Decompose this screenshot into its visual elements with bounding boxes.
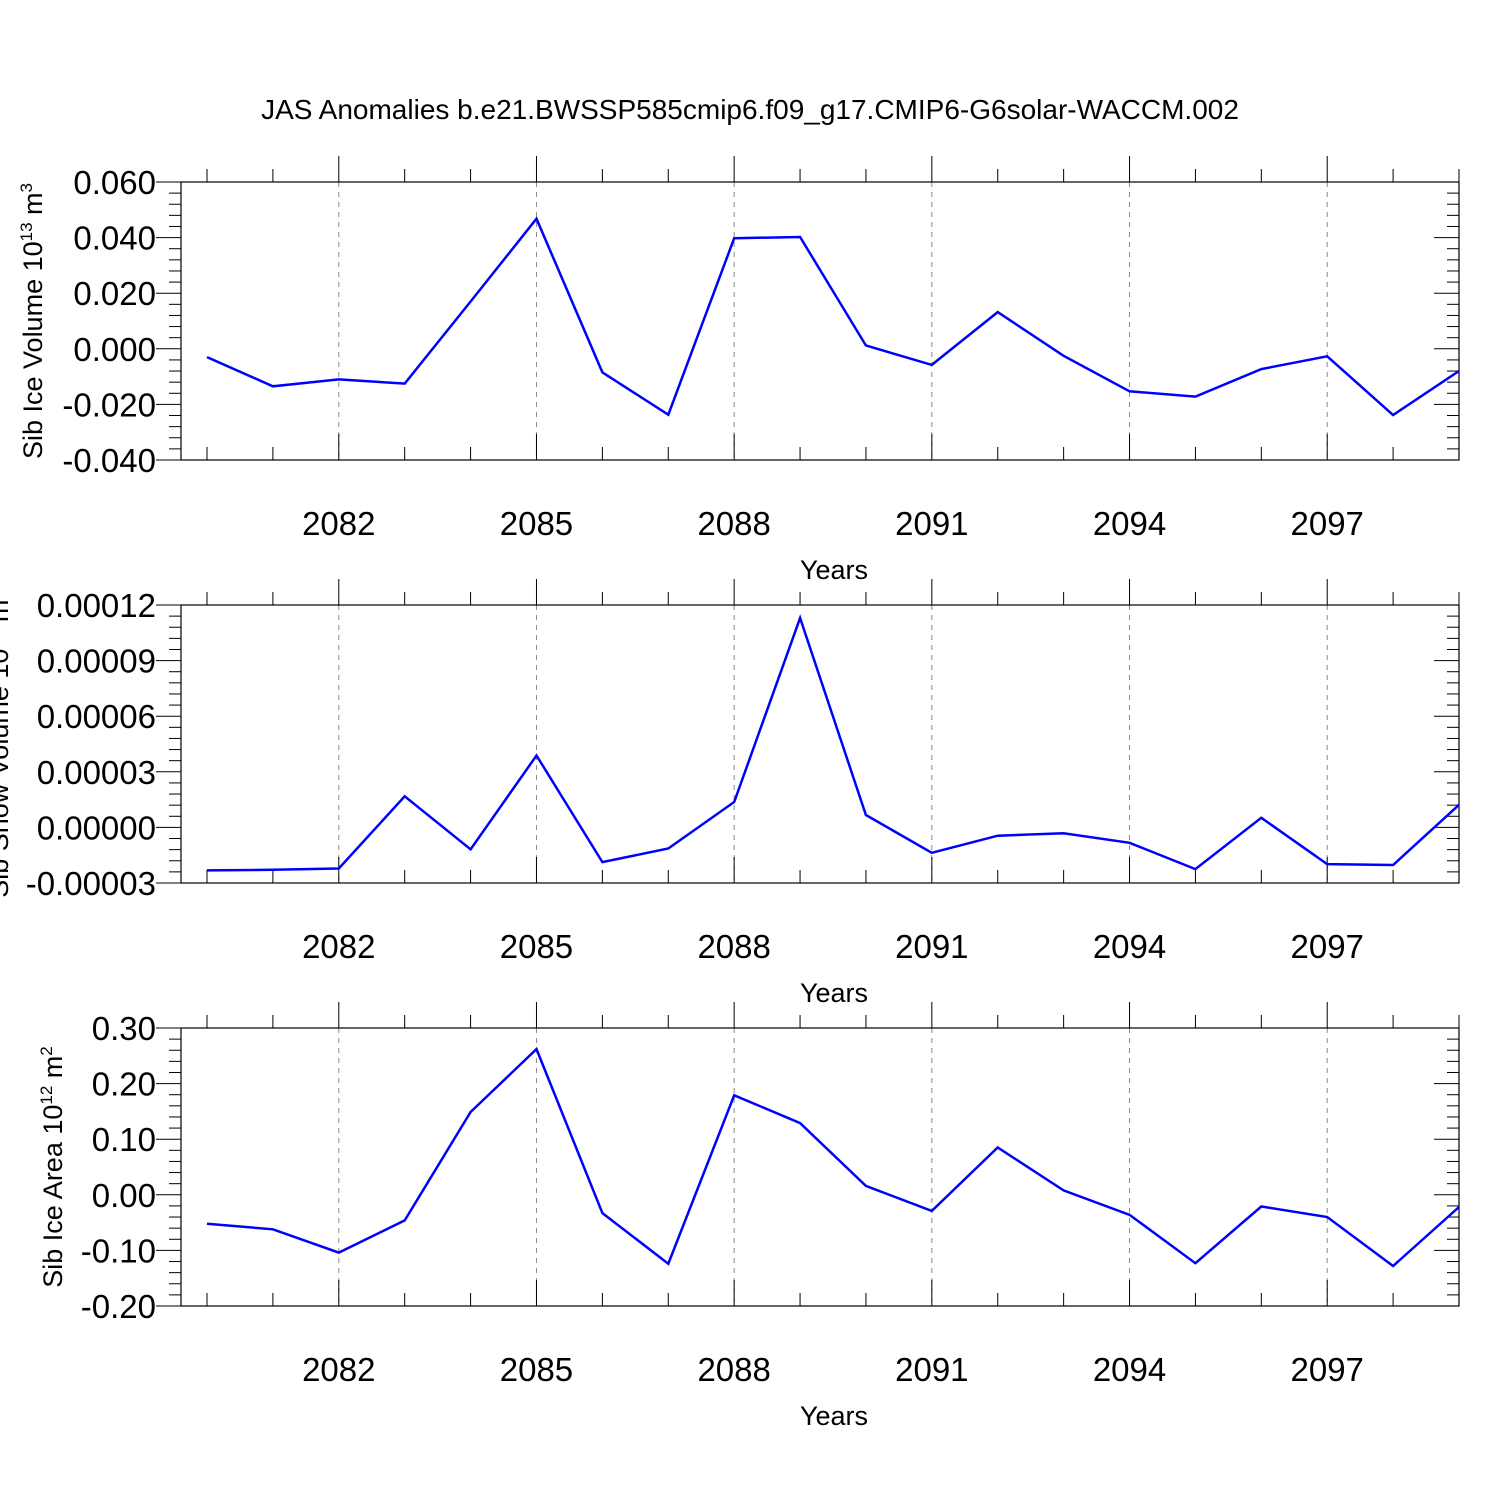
panel-1-x-tick-label: 2097 <box>1290 505 1363 542</box>
panel-1-y-tick-label: 0.020 <box>73 275 156 312</box>
panel-2-x-tick-label: 2082 <box>302 928 375 965</box>
panel-2-x-tick-label: 2085 <box>500 928 573 965</box>
panel-3-x-tick-label: 2085 <box>500 1351 573 1388</box>
chart-panels: -0.040 -0.020 0.000 0.020 0.040 0.060 2082 2085… <box>0 156 1460 1431</box>
panel-1-x-tick-label: 2082 <box>302 505 375 542</box>
panel-3-frame <box>180 1027 1460 1307</box>
panel-1: -0.040 -0.020 0.000 0.020 0.040 0.060 2082 2085… <box>17 156 1460 585</box>
panel-1-y-tick-label: 0.040 <box>73 220 156 257</box>
panel-1-y-tick-label: -0.020 <box>62 386 156 423</box>
panel-2-y-tick-label: 0.00006 <box>37 698 156 735</box>
panel-2-y-axis-title: Sib Snow Volume 1013 m3 <box>0 590 14 898</box>
panel-2-y-tick-label: 0.00000 <box>37 809 156 846</box>
panel-2-x-axis-title: Years <box>800 978 868 1008</box>
panel-1-y-tick-label: -0.040 <box>62 442 156 479</box>
panel-2-y-tick-label: -0.00003 <box>26 865 156 902</box>
panel-3-y-tick-label: 0.20 <box>92 1066 156 1103</box>
panel-1-x-tick-label: 2088 <box>697 505 770 542</box>
panel-3-x-axis-title: Years <box>800 1401 868 1431</box>
panel-1-x-tick-label: 2091 <box>895 505 968 542</box>
panel-1-frame <box>180 181 1460 461</box>
panel-3-x-tick-label: 2088 <box>697 1351 770 1388</box>
panel-1-y-axis-title: Sib Ice Volume 1013 m3 <box>17 183 48 459</box>
panel-3-x-tick-label: 2091 <box>895 1351 968 1388</box>
panel-2-x-tick-label: 2094 <box>1093 928 1166 965</box>
panel-3-y-tick-label: -0.20 <box>81 1288 156 1325</box>
panel-3-y-axis-title: Sib Ice Area 1012 m2 <box>37 1046 68 1288</box>
panel-2: -0.00003 0.00000 0.00003 0.00006 0.00009 0.00… <box>0 579 1460 1008</box>
panel-3-x-tick-label: 2082 <box>302 1351 375 1388</box>
panel-2-x-tick-label: 2091 <box>895 928 968 965</box>
panel-3-y-tick-label: 0.10 <box>92 1121 156 1158</box>
panel-3-y-tick-label: 0.00 <box>92 1177 156 1214</box>
panel-3-x-tick-label: 2097 <box>1290 1351 1363 1388</box>
panel-3-y-tick-label: 0.30 <box>92 1010 156 1047</box>
panel-2-series-line <box>206 614 1460 872</box>
panel-3-series-line <box>206 1046 1460 1268</box>
panel-1-x-tick-label: 2085 <box>500 505 573 542</box>
panel-1-x-axis-title: Years <box>800 555 868 585</box>
panel-2-y-tick-label: 0.00003 <box>37 754 156 791</box>
panel-2-x-tick-label: 2097 <box>1290 928 1363 965</box>
panel-3-x-tick-label: 2094 <box>1093 1351 1166 1388</box>
panel-2-y-tick-label: 0.00009 <box>37 643 156 680</box>
panel-1-series-line <box>206 216 1460 417</box>
panel-1-x-tick-label: 2094 <box>1093 505 1166 542</box>
chart-title: JAS Anomalies b.e21.BWSSP585cmip6.f09_g1… <box>261 94 1239 125</box>
panel-2-y-tick-label: 0.00012 <box>37 587 156 624</box>
panel-2-x-tick-label: 2088 <box>697 928 770 965</box>
panel-1-y-tick-label: 0.000 <box>73 331 156 368</box>
panel-2-frame <box>180 604 1460 884</box>
panel-3-y-tick-label: -0.10 <box>81 1232 156 1269</box>
panel-1-y-tick-label: 0.060 <box>73 164 156 201</box>
panel-3: -0.20 -0.10 0.00 0.10 0.20 0.30 2082 2085 2088 20… <box>37 1002 1460 1431</box>
